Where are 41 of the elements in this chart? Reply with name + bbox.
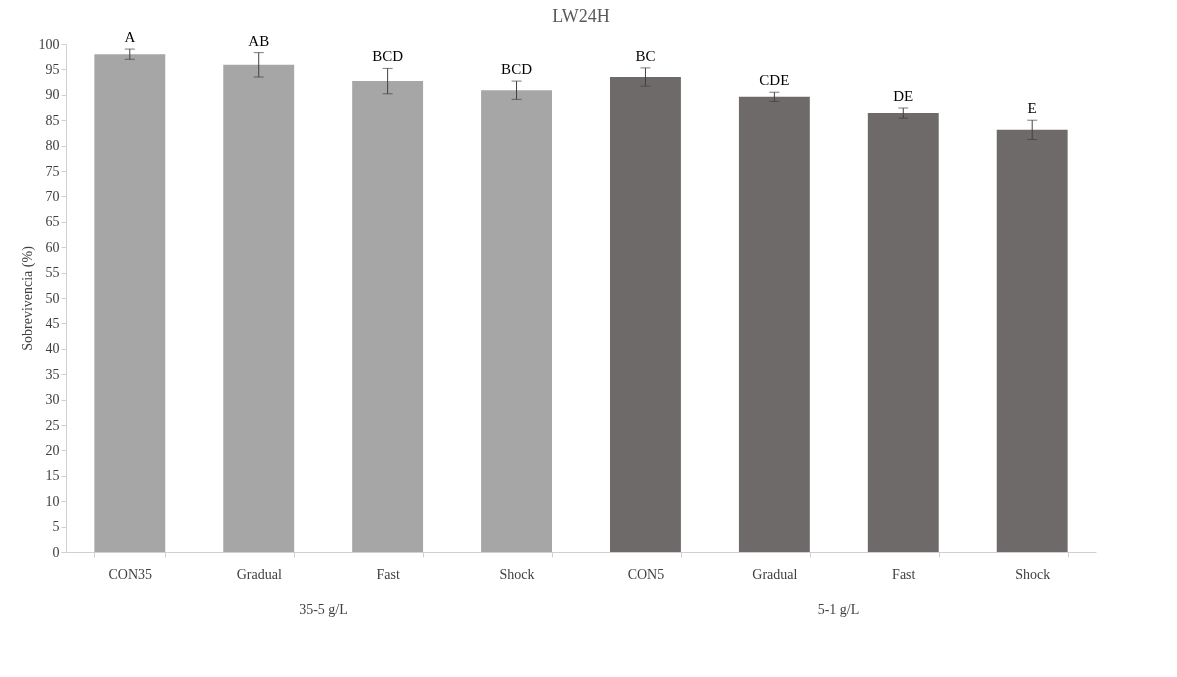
data-label: CDE — [759, 72, 790, 89]
y-tick-label: 100 — [38, 36, 60, 52]
data-label: E — [1027, 100, 1037, 117]
x-tick-label: Fast — [892, 566, 916, 582]
y-tick-label: 55 — [45, 265, 60, 281]
x-tick-label: Shock — [499, 566, 535, 582]
y-axis-title: Sobrevivencia (%) — [19, 245, 36, 351]
y-tick-label: 20 — [45, 442, 60, 458]
x-tick-label: CON5 — [627, 566, 665, 582]
y-tick-label: 25 — [45, 417, 60, 433]
x-tick-label: Gradual — [752, 566, 798, 582]
y-tick-label: 5 — [52, 519, 60, 535]
y-tick-label: 75 — [45, 163, 60, 179]
y-tick-label: 45 — [45, 315, 60, 331]
x-tick-label: Shock — [1015, 566, 1051, 582]
x-tick-label: Fast — [376, 566, 400, 582]
y-tick-label: 40 — [45, 341, 60, 357]
y-tick-label: 70 — [45, 188, 60, 204]
data-label: AB — [248, 32, 270, 49]
data-label: DE — [893, 88, 914, 105]
y-tick-label: 80 — [45, 138, 60, 154]
y-tick-label: 90 — [45, 87, 60, 103]
data-label: BCD — [501, 61, 533, 78]
text: 5-1 g/L — [817, 602, 860, 617]
y-tick-label: 65 — [45, 214, 60, 230]
y-tick-label: 0 — [52, 544, 60, 560]
x-tick-label: CON35 — [108, 566, 153, 582]
x-tick-label: Gradual — [236, 566, 282, 582]
y-tick-label: 15 — [45, 468, 60, 484]
data-label: BC — [635, 47, 656, 64]
data-label: A — [124, 29, 136, 46]
y-tick-label: 85 — [45, 112, 60, 128]
y-tick-label: 60 — [45, 239, 60, 255]
y-tick-label: 95 — [45, 61, 60, 77]
y-tick-label: 35 — [45, 366, 60, 382]
y-tick-label: 30 — [45, 392, 60, 408]
text: 35-5 g/L — [299, 602, 348, 617]
chart-title: LW24H — [552, 6, 610, 27]
y-tick-label: 10 — [45, 493, 60, 509]
data-label: BCD — [372, 48, 404, 65]
y-tick-label: 50 — [45, 290, 60, 306]
